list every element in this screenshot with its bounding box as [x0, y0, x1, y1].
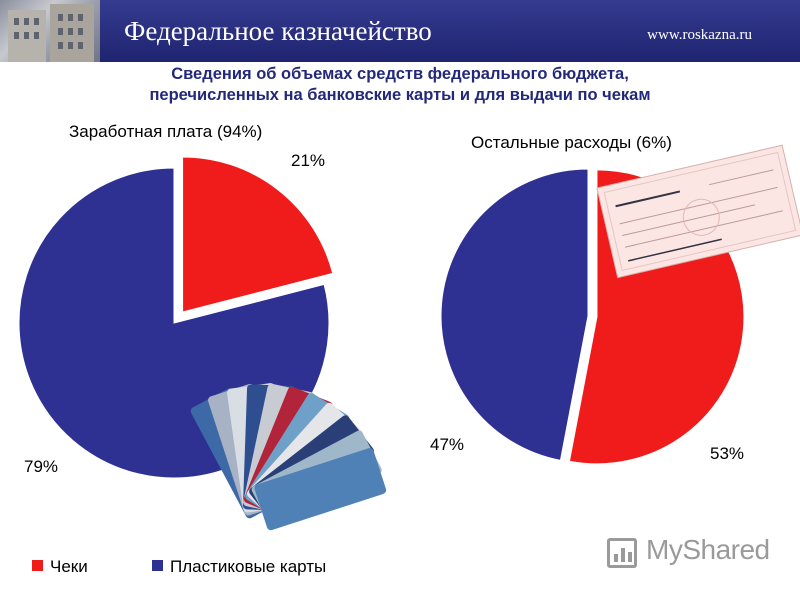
- legend-item-cards: Пластиковые карты: [152, 557, 326, 577]
- legend-label-cards: Пластиковые карты: [170, 557, 327, 576]
- pie2-label-cards: 47%: [430, 435, 465, 454]
- header-url: www.roskazna.ru: [647, 27, 752, 43]
- pie2-slice-cards: [440, 168, 589, 461]
- slide-subtitle-line2: перечисленных на банковские карты и для …: [149, 86, 651, 104]
- pie2-label-cheques: 53%: [710, 444, 745, 463]
- legend-swatch-cheques: [32, 560, 43, 572]
- pie1-label-cards: 79%: [24, 457, 59, 476]
- legend-item-cheques: Чеки: [32, 557, 88, 577]
- watermark-text: MyShared: [646, 534, 770, 565]
- cheque-icon: [596, 144, 800, 279]
- legend-label-cheques: Чеки: [50, 557, 88, 576]
- pie2-title: Остальные расходы (6%): [471, 133, 672, 152]
- header-bar: Федеральное казначейство www.roskazna.ru: [0, 0, 800, 62]
- watermark-icon: [607, 538, 637, 568]
- building-photo: [0, 0, 100, 62]
- slide-subtitle-line1: Сведения об объемах средств федерального…: [171, 65, 629, 83]
- pie1-title: Заработная плата (94%): [69, 122, 263, 141]
- pie1-slice-cheques: [182, 156, 334, 313]
- header-title: Федеральное казначейство: [124, 16, 432, 46]
- legend-swatch-cards: [152, 560, 163, 572]
- plastic-cards-icon: [190, 383, 387, 531]
- pie1-label-cheques: 21%: [291, 151, 326, 170]
